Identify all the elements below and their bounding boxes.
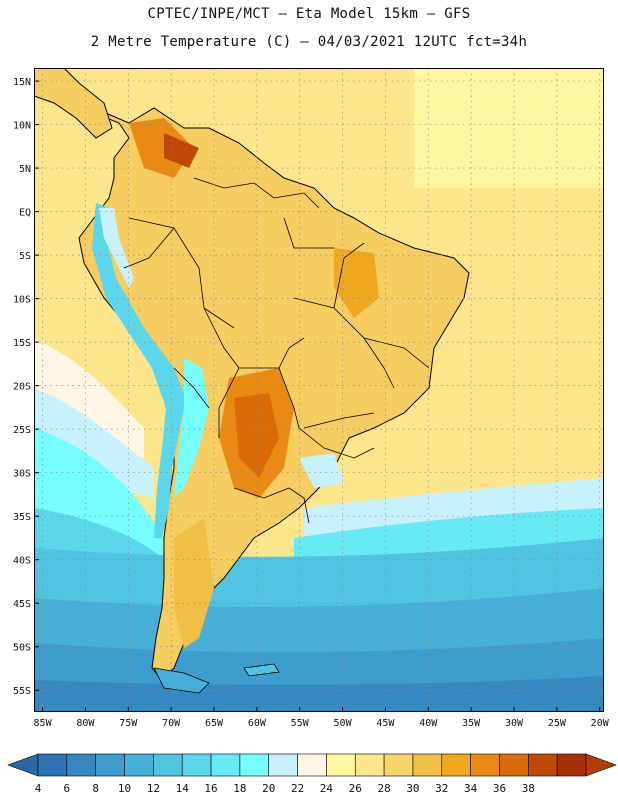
andes-cold-strip [92, 203, 186, 538]
lon-label: 60W [248, 718, 267, 729]
colorbar-bin [499, 753, 529, 777]
colorbar-tick-label: 12 [147, 782, 160, 795]
colorbar-bin [95, 753, 125, 777]
colorbar-tick-label: 20 [262, 782, 275, 795]
lon-label: 50W [334, 718, 353, 729]
colorbar-bin [354, 753, 385, 777]
colorbar-tick-label: 10 [118, 782, 131, 795]
lat-label: EQ [19, 208, 31, 219]
colorbar-tick-label: 18 [233, 782, 246, 795]
lat-label: 50S [13, 643, 31, 654]
colorbar-min-arrow [7, 753, 39, 777]
colorbar-bin [441, 753, 471, 777]
hot-zone-llanos [164, 133, 199, 168]
latitude-labels: 15N 10N 5N EQ 5S 10S 15S 20S 25S 30S 35S 40S 45S 50S 5… [13, 77, 31, 697]
map-frame [34, 68, 604, 712]
lon-label: 20W [591, 718, 610, 729]
lon-label: 35W [462, 718, 481, 729]
falkland-islands [243, 663, 280, 677]
lon-label: 55W [291, 718, 310, 729]
colorbar-tick-label: 6 [64, 782, 71, 795]
colorbar-bin [528, 753, 558, 777]
colorbar-tick-label: 8 [92, 782, 99, 795]
colorbar-bin [556, 753, 587, 777]
longitude-labels: 85W 80W 75W 70W 65W 60W 55W 50W 45W 40W 35W 30W 25W 2… [34, 718, 610, 729]
central-america-landmass [34, 68, 113, 139]
colorbar-bin [470, 753, 500, 777]
colorbar-tick-labels: 4 6 8 10 12 14 16 18 20 22 24 26 28 30 32 34 36 38 [35, 782, 535, 795]
colorbar-bin [37, 753, 68, 777]
map-canvas [34, 68, 604, 712]
colorbar-tick-label: 30 [406, 782, 419, 795]
lon-label: 30W [505, 718, 524, 729]
ocean-atlantic-north [414, 68, 604, 188]
colorbar-tick-label: 26 [349, 782, 362, 795]
colorbar-tick-label: 32 [435, 782, 448, 795]
colorbar-tick-label: 24 [320, 782, 334, 795]
ocean-pacific-band-18 [34, 388, 154, 498]
graticule [34, 68, 604, 712]
colorbar-tick-label: 34 [464, 782, 478, 795]
map-title-line1: CPTEC/INPE/MCT – Eta Model 15km – GFS [147, 6, 471, 22]
map-title-line2: 2 Metre Temperature (C) – 04/03/2021 12U… [90, 34, 528, 50]
colorbar: 4 6 8 10 12 14 16 18 20 22 24 26 28 30 32 34 36 38 [7, 753, 617, 795]
lon-label: 70W [162, 718, 181, 729]
cool-zone-south-brazil [299, 453, 344, 488]
lon-label: 65W [205, 718, 224, 729]
warm-zone-patagonia [174, 518, 214, 648]
lat-label: 10N [13, 121, 31, 132]
colorbar-max-arrow [585, 753, 617, 777]
colorbar-bin [383, 753, 414, 777]
lat-label: 55S [13, 686, 31, 697]
lat-label: 20S [13, 382, 31, 393]
colorbar-bin [66, 753, 96, 777]
colorbar-bin [326, 753, 356, 777]
lon-label: 25W [548, 718, 567, 729]
lon-label: 85W [34, 718, 53, 729]
colorbar-bin [239, 753, 270, 777]
colorbar-tick-label: 16 [204, 782, 217, 795]
country-borders [123, 177, 430, 524]
temperature-map [34, 68, 604, 712]
colorbar-bin [181, 753, 212, 777]
colorbar-bins [37, 753, 587, 777]
colorbar-tick-label: 36 [493, 782, 506, 795]
colorbar-tick-label: 22 [291, 782, 304, 795]
lat-label: 30S [13, 469, 31, 480]
colorbar-bin [412, 753, 443, 777]
lat-label: 5N [19, 164, 31, 175]
lat-label: 45S [13, 599, 31, 610]
warm-zone-ne-brazil [334, 248, 379, 318]
colorbar-bin [268, 753, 298, 777]
colorbar-tick-label: 28 [377, 782, 390, 795]
lon-label: 45W [376, 718, 395, 729]
andes-north [99, 208, 134, 288]
lat-label: 5S [19, 251, 31, 262]
tierra-del-fuego [153, 667, 210, 694]
colorbar-bin [124, 753, 154, 777]
lat-label: 15S [13, 338, 31, 349]
lon-label: 75W [119, 718, 138, 729]
colorbar-tick-label: 38 [522, 782, 535, 795]
lat-label: 25S [13, 425, 31, 436]
colorbar-bin [153, 753, 183, 777]
lon-label: 40W [419, 718, 438, 729]
lat-label: 15N [13, 77, 31, 88]
colorbar-bin [210, 753, 241, 777]
andes-altiplano [174, 358, 209, 498]
lat-label: 35S [13, 512, 31, 523]
lat-label: 40S [13, 556, 31, 567]
ocean-pacific-band-22 [34, 338, 144, 458]
hot-zone-chaco-core [234, 393, 279, 478]
colorbar-bin [297, 753, 327, 777]
colorbar-tick-label: 4 [35, 782, 42, 795]
colorbar-tick-label: 14 [176, 782, 190, 795]
lon-label: 80W [76, 718, 95, 729]
lat-label: 10S [13, 295, 31, 306]
